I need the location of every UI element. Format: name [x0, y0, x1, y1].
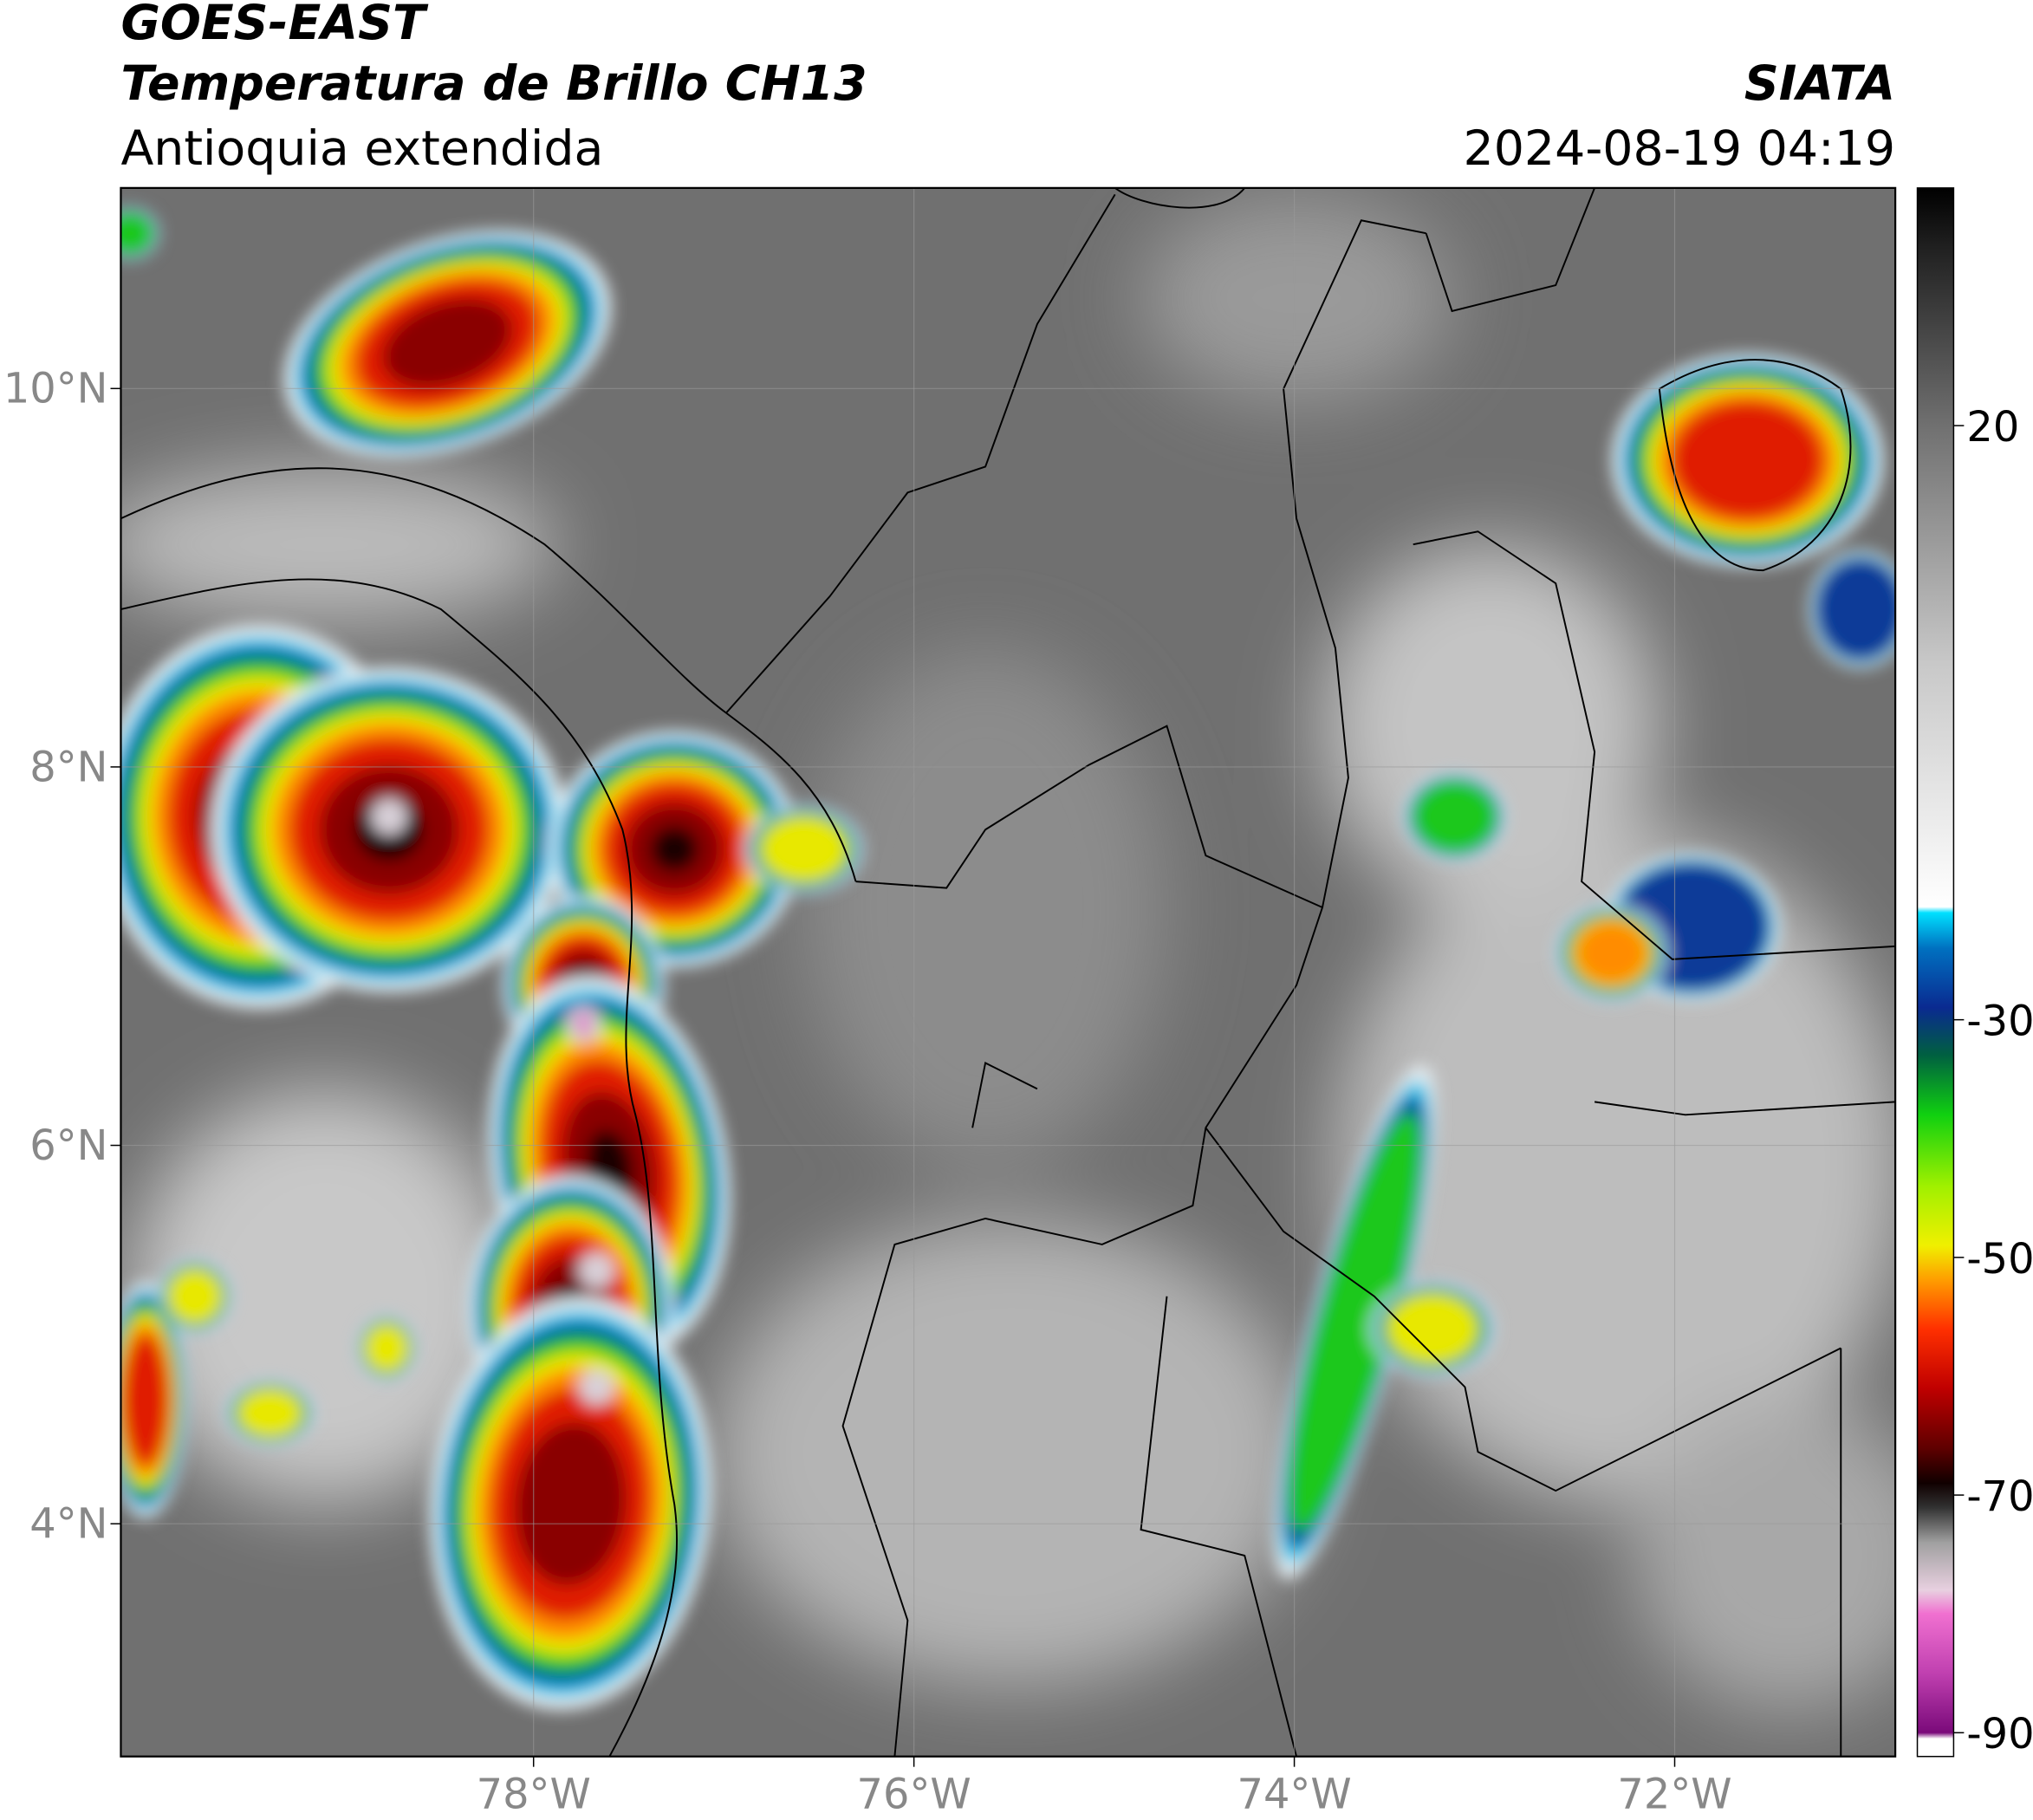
colorbar-tick-label: 20	[1966, 404, 2019, 452]
cloud-top-contour	[1815, 557, 1896, 661]
cloud-top-contour	[122, 1333, 169, 1466]
cloud-top-contour	[1289, 1112, 1421, 1532]
cloud-top-contour	[167, 1269, 223, 1324]
convective-cells	[120, 206, 1896, 1711]
map	[120, 187, 1896, 1757]
region: Antioquia extendida	[120, 121, 603, 177]
title-line: Temperatura de Brillo CH13	[120, 56, 867, 112]
source: SIATA	[1744, 56, 1895, 112]
axis-labels: 78°W 76°W 74°W 72°W 10°N 8°N 6°N 4°N 20 -30 -50 -70…	[3, 366, 2033, 1819]
colorbar-tick-label: -30	[1966, 998, 2033, 1046]
overshooting-top-core	[576, 1013, 590, 1035]
colorbar-tick-label: -50	[1966, 1236, 2033, 1284]
cloud-top-contour	[1671, 400, 1824, 520]
y-tick-label: 8°N	[29, 744, 107, 791]
cloud-top-contour	[364, 1323, 409, 1373]
cloud-top-contour	[120, 211, 154, 256]
x-tick-label: 74°W	[1237, 1771, 1352, 1819]
y-tick-label: 10°N	[3, 366, 108, 413]
cloud-top-contour	[1412, 780, 1497, 854]
timestamp: 2024-08-19 04:19	[1464, 121, 1896, 177]
y-tick-label: 6°N	[29, 1122, 107, 1170]
colorbar	[1916, 187, 1955, 1758]
x-tick-label: 72°W	[1617, 1771, 1731, 1819]
clear-sky-shading	[120, 194, 1896, 1712]
x-tick-label: 78°W	[477, 1771, 591, 1819]
cloud-top-contour	[382, 298, 512, 388]
map-frame	[120, 186, 1897, 1758]
x-tick-label: 76°W	[857, 1771, 971, 1819]
borders	[120, 187, 1896, 1757]
title-line: GOES-EAST	[120, 0, 429, 51]
overshooting-top	[578, 1251, 615, 1289]
y-tick-label: 4°N	[29, 1501, 107, 1549]
cloud-top-contour	[1574, 920, 1649, 985]
colorbar-tick-label: -70	[1966, 1473, 2033, 1521]
cloud-top-contour	[515, 1422, 627, 1586]
graticule	[120, 187, 1896, 1757]
cloud-top-contour	[650, 826, 699, 873]
overshooting-top	[578, 1368, 615, 1406]
cloud-top-contour	[1387, 1293, 1478, 1364]
cloud-top-contour	[760, 816, 848, 882]
cloud-top-contour	[237, 1388, 303, 1437]
colorbar-tick-label: -90	[1966, 1711, 2033, 1758]
overshooting-top	[371, 798, 408, 835]
